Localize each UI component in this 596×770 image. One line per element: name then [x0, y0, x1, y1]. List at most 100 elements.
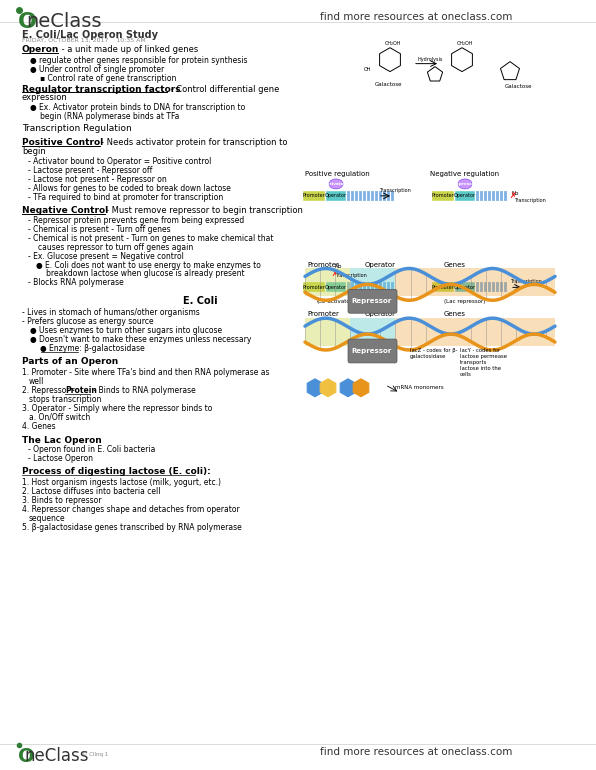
- Text: galactosidase: galactosidase: [410, 354, 446, 359]
- Text: Transcription Regulation: Transcription Regulation: [22, 124, 132, 133]
- Text: - Repressor protein prevents gene from being expressed: - Repressor protein prevents gene from b…: [28, 216, 244, 225]
- FancyBboxPatch shape: [492, 283, 495, 293]
- FancyBboxPatch shape: [350, 269, 395, 296]
- Text: CH₂OH: CH₂OH: [457, 41, 473, 45]
- Text: 4. Genes: 4. Genes: [22, 422, 55, 430]
- FancyBboxPatch shape: [484, 191, 487, 201]
- Polygon shape: [320, 379, 336, 397]
- Text: 3. Operator - Simply where the repressor binds to: 3. Operator - Simply where the repressor…: [22, 403, 212, 413]
- Text: Positive regulation: Positive regulation: [305, 171, 370, 177]
- FancyBboxPatch shape: [492, 191, 495, 201]
- Text: 4. Repressor changes shape and detaches from operator: 4. Repressor changes shape and detaches …: [22, 505, 240, 514]
- Text: (Co-activator): (Co-activator): [317, 300, 355, 304]
- Text: OH: OH: [364, 67, 371, 72]
- Text: find more resources at oneclass.com: find more resources at oneclass.com: [320, 747, 513, 757]
- Text: Negative regulation: Negative regulation: [430, 171, 499, 177]
- FancyBboxPatch shape: [391, 283, 394, 293]
- FancyBboxPatch shape: [355, 191, 358, 201]
- Text: Negative Control: Negative Control: [22, 206, 108, 215]
- Text: ● Ex. Activator protein binds to DNA for transcription to: ● Ex. Activator protein binds to DNA for…: [30, 103, 245, 112]
- Polygon shape: [353, 379, 369, 397]
- FancyBboxPatch shape: [383, 283, 386, 293]
- FancyBboxPatch shape: [375, 283, 378, 293]
- FancyBboxPatch shape: [367, 191, 370, 201]
- FancyBboxPatch shape: [326, 191, 346, 201]
- Text: FRIDAY, OCTOBER 13, 2017    10:35 AM: FRIDAY, OCTOBER 13, 2017 10:35 AM: [22, 38, 146, 43]
- Text: Promoter: Promoter: [303, 193, 325, 199]
- Text: - Operon found in E. Coli bacteria: - Operon found in E. Coli bacteria: [28, 446, 156, 454]
- Text: neClass: neClass: [25, 747, 89, 765]
- Text: O: O: [18, 12, 37, 32]
- Text: - TFa required to bind at promoter for transcription: - TFa required to bind at promoter for t…: [28, 193, 224, 202]
- Text: begin: begin: [22, 147, 46, 156]
- FancyBboxPatch shape: [379, 283, 382, 293]
- Ellipse shape: [458, 179, 472, 189]
- Text: Operator: Operator: [325, 285, 347, 290]
- Text: Repressor: Repressor: [352, 298, 392, 304]
- Text: lacY - codes for: lacY - codes for: [460, 348, 500, 353]
- Text: 5. β-galactosidase genes transcribed by RNA polymerase: 5. β-galactosidase genes transcribed by …: [22, 523, 242, 532]
- Text: Galactose: Galactose: [505, 83, 532, 89]
- Text: Transcription: Transcription: [514, 198, 546, 203]
- Text: - Blocks RNA polymerase: - Blocks RNA polymerase: [28, 279, 124, 287]
- FancyBboxPatch shape: [480, 283, 483, 293]
- Text: Positive Control: Positive Control: [22, 138, 103, 147]
- FancyBboxPatch shape: [484, 283, 487, 293]
- Text: Operon: Operon: [22, 45, 60, 54]
- FancyBboxPatch shape: [305, 269, 350, 296]
- Text: well: well: [29, 377, 44, 386]
- Text: breakdown lactose when glucose is already present: breakdown lactose when glucose is alread…: [46, 270, 244, 279]
- FancyBboxPatch shape: [348, 290, 397, 313]
- Text: - Chemical is not present - Turn on genes to make chemical that: - Chemical is not present - Turn on gene…: [28, 233, 274, 243]
- Text: ● Uses enzymes to turn other sugars into glucose: ● Uses enzymes to turn other sugars into…: [30, 326, 222, 335]
- Text: - Allows for genes to be coded to break down lactose: - Allows for genes to be coded to break …: [28, 184, 231, 193]
- Text: O: O: [18, 747, 35, 765]
- FancyBboxPatch shape: [432, 283, 454, 293]
- Text: Repressor: Repressor: [453, 182, 477, 186]
- Text: - Ex. Glucose present = Negative control: - Ex. Glucose present = Negative control: [28, 252, 184, 260]
- FancyBboxPatch shape: [476, 191, 479, 201]
- Text: Operator: Operator: [365, 262, 396, 267]
- FancyBboxPatch shape: [500, 283, 503, 293]
- FancyBboxPatch shape: [359, 283, 362, 293]
- FancyBboxPatch shape: [363, 283, 366, 293]
- Text: 2. Repressor -: 2. Repressor -: [22, 386, 77, 395]
- Text: find more resources at oneclass.com: find more resources at oneclass.com: [320, 12, 513, 22]
- FancyBboxPatch shape: [504, 191, 507, 201]
- Text: No: No: [334, 264, 342, 270]
- Text: E. Coli: E. Coli: [183, 296, 218, 306]
- Text: ✗: ✗: [331, 272, 337, 277]
- Text: expression: expression: [22, 93, 68, 102]
- Text: Transcription: Transcription: [510, 280, 542, 284]
- FancyBboxPatch shape: [391, 191, 394, 201]
- FancyBboxPatch shape: [387, 283, 390, 293]
- Text: Transcription: Transcription: [379, 188, 411, 193]
- FancyBboxPatch shape: [371, 283, 374, 293]
- Text: Operator: Operator: [325, 193, 347, 199]
- Text: Promoter: Promoter: [432, 285, 454, 290]
- Text: ● regulate other genes responsible for protein synthesis: ● regulate other genes responsible for p…: [30, 55, 247, 65]
- Text: sequence: sequence: [29, 514, 66, 523]
- Text: Promoter: Promoter: [303, 285, 325, 290]
- FancyBboxPatch shape: [496, 283, 499, 293]
- Text: lactose into the: lactose into the: [460, 366, 501, 371]
- FancyBboxPatch shape: [371, 191, 374, 201]
- Text: Process of digesting lactose (E. coli):: Process of digesting lactose (E. coli):: [22, 467, 211, 477]
- FancyBboxPatch shape: [348, 339, 397, 363]
- FancyBboxPatch shape: [455, 191, 475, 201]
- FancyBboxPatch shape: [488, 283, 491, 293]
- Text: - Lactose Operon: - Lactose Operon: [28, 454, 93, 464]
- FancyBboxPatch shape: [395, 318, 555, 346]
- Text: 1. Host organism ingests lactose (milk, yogurt, etc.): 1. Host organism ingests lactose (milk, …: [22, 478, 221, 487]
- FancyBboxPatch shape: [455, 283, 475, 293]
- Text: Parts of an Operon: Parts of an Operon: [22, 357, 118, 366]
- FancyBboxPatch shape: [504, 283, 507, 293]
- Text: - a unit made up of linked genes: - a unit made up of linked genes: [59, 45, 198, 54]
- FancyBboxPatch shape: [326, 283, 346, 293]
- Text: ● E. Coli does not want to use energy to make enzymes to: ● E. Coli does not want to use energy to…: [36, 260, 261, 269]
- FancyBboxPatch shape: [303, 191, 325, 201]
- Text: Promoter: Promoter: [307, 262, 339, 267]
- FancyBboxPatch shape: [480, 191, 483, 201]
- FancyBboxPatch shape: [305, 318, 350, 346]
- Text: Genes: Genes: [444, 311, 466, 317]
